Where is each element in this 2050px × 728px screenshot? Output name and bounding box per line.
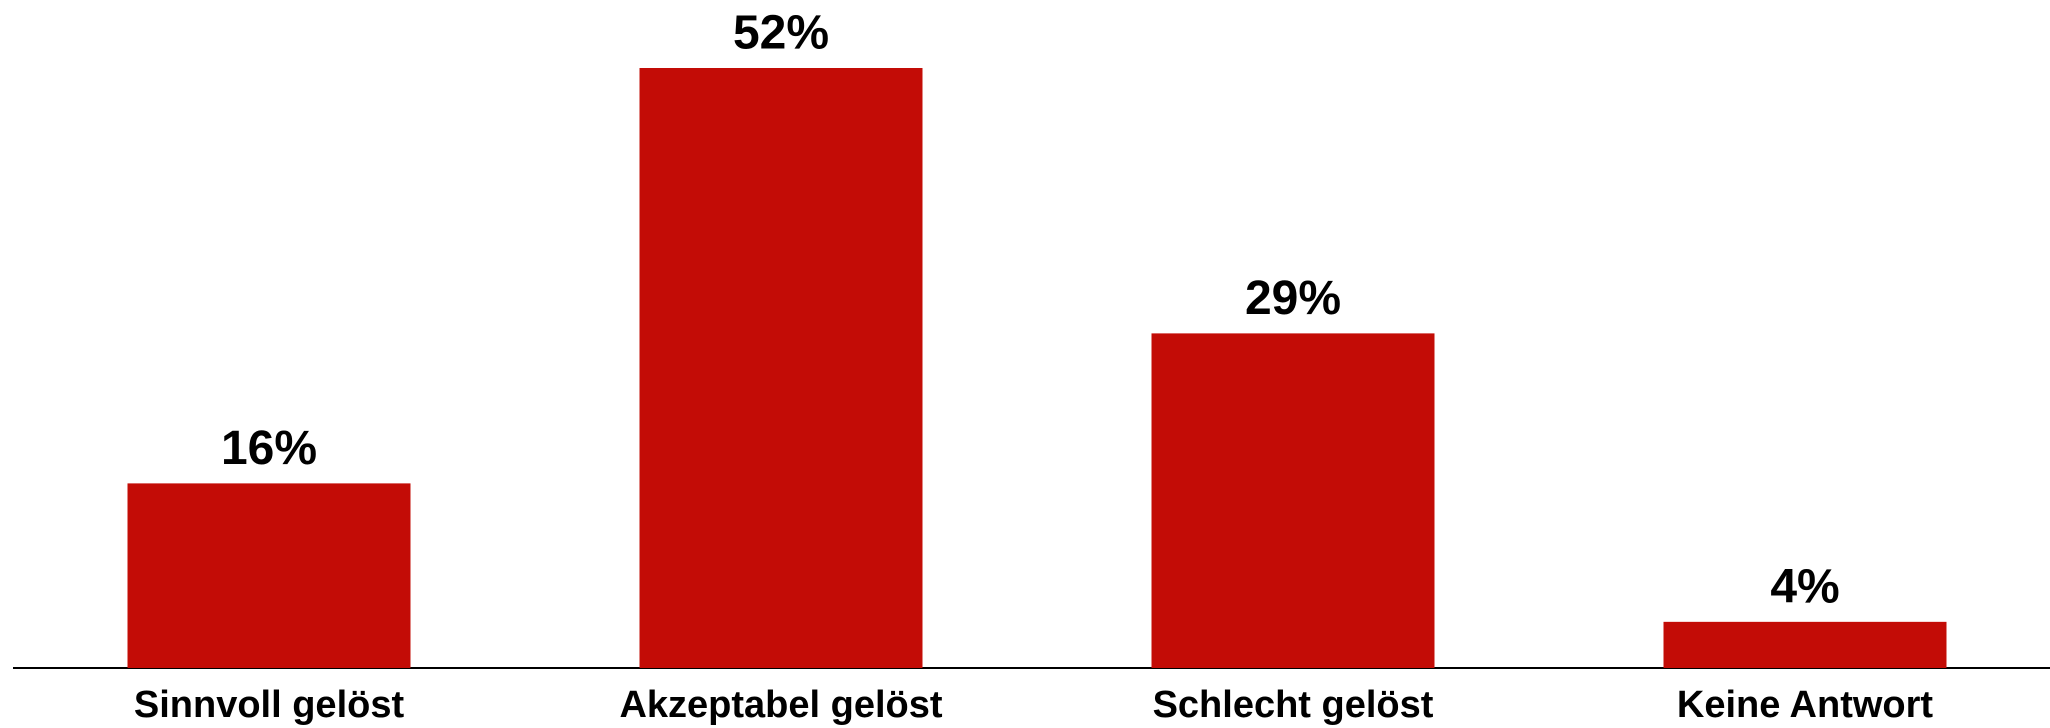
bar bbox=[1151, 333, 1435, 668]
bar bbox=[127, 483, 411, 668]
x-tick-label: Keine Antwort bbox=[1677, 684, 1933, 726]
value-label: 4% bbox=[1770, 561, 1839, 614]
x-tick-label: Sinnvoll gelöst bbox=[134, 684, 405, 726]
value-label: 16% bbox=[221, 422, 317, 475]
value-label: 52% bbox=[733, 7, 829, 60]
x-tick-label: Akzeptabel gelöst bbox=[619, 684, 942, 726]
bar bbox=[639, 68, 923, 668]
value-label: 29% bbox=[1245, 272, 1341, 325]
x-tick-label: Schlecht gelöst bbox=[1153, 684, 1434, 726]
bar bbox=[1663, 621, 1947, 668]
